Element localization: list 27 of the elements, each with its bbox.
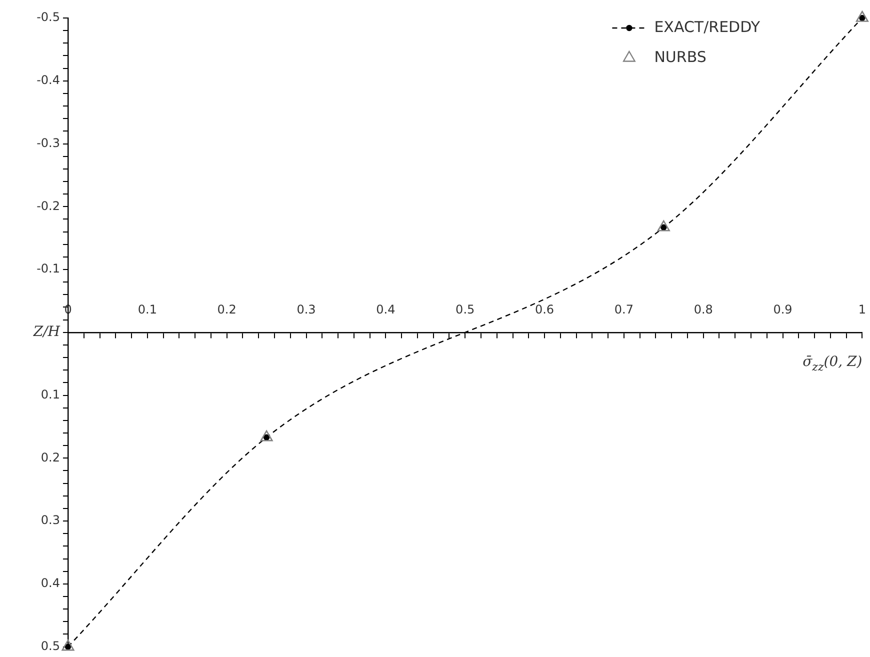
y-tick-label: -0.1 (36, 262, 60, 276)
point (260, 430, 273, 442)
y-tick-label: -0.3 (36, 136, 60, 150)
y-axis-title: Z/H (32, 324, 61, 340)
y-tick-label: -0.5 (36, 10, 60, 24)
x-tick-label: 0.8 (694, 302, 713, 317)
point (62, 640, 74, 651)
y-tick-label: 0.4 (40, 576, 60, 590)
y-tick-label: -0.4 (36, 73, 60, 88)
x-tick-label: 0.9 (773, 302, 792, 317)
x-tick-label: 0.5 (456, 302, 475, 317)
legend-label: NURBS (654, 48, 706, 66)
y-tick-label: 0.1 (40, 387, 60, 402)
point (856, 10, 868, 22)
x-tick-label: 0.2 (217, 302, 236, 317)
legend-label: EXACT/REDDY (654, 18, 761, 36)
x-tick-label: 0.6 (534, 302, 554, 317)
x-tick-label: 0.7 (614, 302, 634, 317)
x-tick-label: 0.3 (296, 302, 316, 317)
x-tick-label: 0.4 (376, 302, 396, 317)
y-tick-label: 0.5 (40, 638, 60, 653)
y-tick-label: 0.3 (40, 513, 60, 528)
x-tick-label: 0.1 (138, 302, 157, 317)
point (657, 220, 670, 232)
y-tick-label: -0.2 (36, 198, 60, 213)
y-tick-label: 0.2 (40, 450, 60, 464)
x-tick-label: 1 (858, 302, 866, 317)
